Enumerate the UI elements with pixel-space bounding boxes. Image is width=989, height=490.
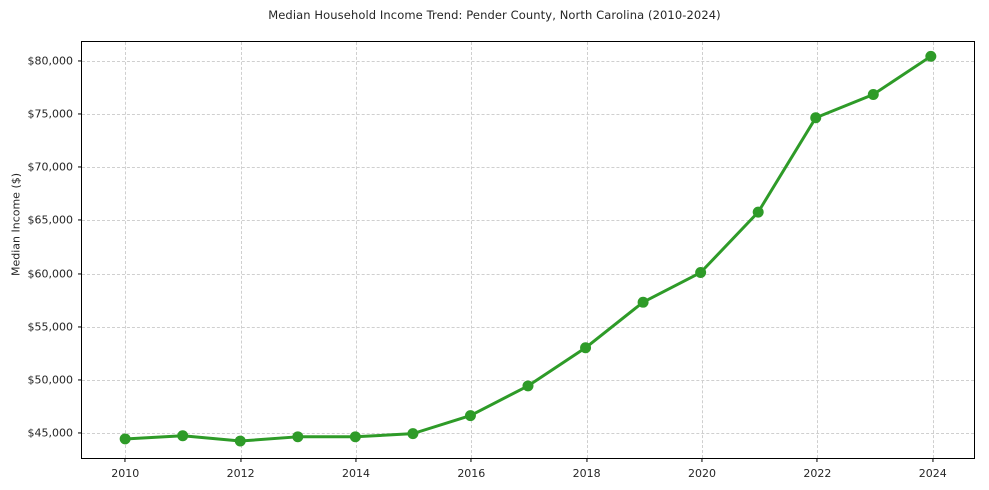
data-point-2016 [464,410,476,422]
x-tick-mark [586,458,588,462]
x-tick-label: 2024 [918,467,947,480]
y-tick-label: $50,000 [27,373,74,387]
gridline-y-$80,000 [82,60,974,62]
gridline-x-2022 [817,42,819,458]
income-line-series [119,50,937,447]
x-tick-label: 2018 [572,467,601,480]
gridline-x-2016 [471,42,473,458]
y-tick-mark [78,219,82,221]
data-point-2010 [119,433,131,445]
data-point-2018 [580,342,592,354]
x-tick-mark [240,458,242,462]
x-tick-label: 2012 [226,467,255,480]
data-point-2011 [177,430,189,442]
x-tick-label: 2016 [457,467,486,480]
y-tick-label: $65,000 [27,213,74,227]
income-data-points [119,50,937,447]
y-axis-label: Median Income ($) [9,172,23,277]
gridline-x-2012 [240,42,242,458]
gridline-x-2010 [125,42,127,458]
data-point-2021 [752,206,764,218]
y-tick-label: $55,000 [27,320,74,334]
x-tick-mark [470,458,472,462]
x-tick-label: 2022 [803,467,832,480]
x-tick-label: 2010 [111,467,140,480]
x-tick-mark [124,458,126,462]
x-tick-mark [932,458,934,462]
gridline-y-$45,000 [82,433,974,435]
y-tick-label: $70,000 [27,160,74,174]
data-point-2014 [349,431,361,443]
gridline-x-2024 [932,42,934,458]
x-tick-mark [816,458,818,462]
y-tick-label: $60,000 [27,267,74,281]
gridline-x-2020 [702,42,704,458]
data-point-2017 [522,380,534,392]
x-tick-mark [701,458,703,462]
gridline-y-$70,000 [82,167,974,169]
chart-title: Median Household Income Trend: Pender Co… [268,8,721,22]
plot-area: $45,000 $50,000 $55,000 $60,000 $65,000 $70,0… [28,41,975,480]
data-point-2020 [695,267,707,278]
y-tick-label: $45,000 [27,426,74,440]
y-tick-mark [78,60,82,62]
gridline-y-$55,000 [82,326,974,328]
data-point-2022 [810,112,822,124]
data-point-2013 [292,431,304,443]
x-tick-mark [355,458,357,462]
gridline-x-2018 [586,42,588,458]
gridline-x-2014 [355,42,357,458]
y-tick-mark [78,432,82,434]
data-point-2015 [407,428,419,440]
x-tick-label: 2014 [341,467,370,480]
data-point-2012 [234,435,246,447]
y-tick-label: $80,000 [27,54,74,68]
data-point-2023 [867,88,879,100]
data-point-2024 [925,50,937,62]
gridline-y-$75,000 [82,113,974,115]
y-tick-mark [78,379,82,381]
y-tick-mark [78,166,82,168]
y-tick-label: $75,000 [27,107,74,121]
y-tick-mark [78,326,82,328]
gridline-y-$65,000 [82,220,974,222]
data-point-2019 [637,296,649,308]
y-tick-mark [78,113,82,115]
gridline-y-$60,000 [82,273,974,275]
y-tick-mark [78,273,82,275]
x-tick-label: 2020 [688,467,717,480]
